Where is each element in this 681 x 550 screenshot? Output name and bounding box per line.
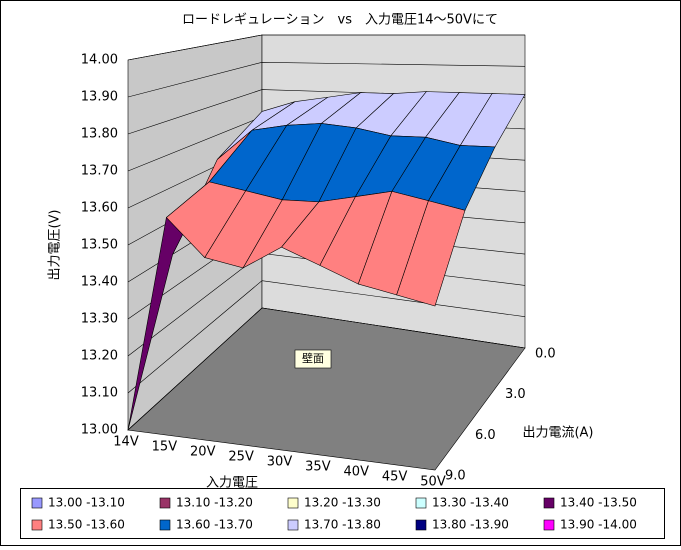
legend-swatch bbox=[543, 497, 555, 509]
x-tick-label: 45V bbox=[382, 470, 408, 485]
legend-swatch bbox=[543, 519, 555, 531]
legend-box bbox=[20, 488, 665, 539]
x-tick-label: 30V bbox=[267, 455, 293, 470]
z-tick-label: 13.20 bbox=[81, 349, 118, 364]
z-tick-label: 13.60 bbox=[81, 201, 118, 216]
z-tick-label: 13.50 bbox=[81, 238, 118, 253]
depth-tick-label: 0.0 bbox=[535, 347, 556, 362]
depth-tick-label: 6.0 bbox=[475, 428, 496, 443]
grid-line bbox=[127, 307, 526, 431]
surface-cell bbox=[396, 200, 466, 307]
y-axis-label: 出力電流(A) bbox=[522, 426, 593, 441]
z-axis-label: 出力電圧(V) bbox=[48, 209, 63, 280]
z-tick-label: 13.90 bbox=[81, 90, 118, 105]
legend-label: 13.60 -13.70 bbox=[176, 518, 253, 532]
z-tick-label: 13.80 bbox=[81, 127, 118, 142]
legend-swatch bbox=[159, 497, 171, 509]
x-tick-label: 20V bbox=[190, 445, 216, 460]
legend-swatch bbox=[287, 497, 299, 509]
legend-label: 13.90 -14.00 bbox=[560, 518, 637, 532]
legend-swatch bbox=[287, 519, 299, 531]
legend-label: 13.20 -13.30 bbox=[304, 496, 381, 510]
x-tick-label: 50V bbox=[420, 475, 446, 490]
x-tick-label: 40V bbox=[344, 465, 370, 480]
legend-swatch bbox=[415, 519, 427, 531]
depth-tick-label: 3.0 bbox=[505, 387, 526, 402]
legend-swatch bbox=[31, 497, 43, 509]
grid-line bbox=[127, 280, 526, 394]
legend-label: 13.50 -13.60 bbox=[48, 518, 125, 532]
chart-title: ロードレギュレーション vs 入力電圧14～50Vにて bbox=[182, 13, 498, 28]
z-tick-label: 13.30 bbox=[81, 312, 118, 327]
legend-label: 13.10 -13.20 bbox=[176, 496, 253, 510]
x-tick-label: 35V bbox=[305, 460, 331, 475]
grid-line bbox=[127, 61, 526, 98]
z-tick-label: 14.00 bbox=[81, 53, 118, 68]
grid-line bbox=[127, 34, 525, 61]
z-tick-label: 13.00 bbox=[81, 423, 118, 438]
legend-swatch bbox=[31, 519, 43, 531]
legend-label: 13.30 -13.40 bbox=[432, 496, 509, 510]
z-tick-label: 13.40 bbox=[81, 275, 118, 290]
x-axis-label: 入力電圧 bbox=[206, 476, 258, 491]
z-tick-label: 13.10 bbox=[81, 386, 118, 401]
x-tick-label: 15V bbox=[152, 440, 178, 455]
legend-swatch bbox=[159, 519, 171, 531]
wall-tooltip bbox=[294, 349, 332, 369]
legend-label: 13.40 -13.50 bbox=[560, 496, 637, 510]
z-tick-label: 13.70 bbox=[81, 164, 118, 179]
depth-tick-label: 9.0 bbox=[445, 469, 466, 484]
x-tick-label: 14V bbox=[113, 435, 139, 450]
wall-label: 壁面 bbox=[302, 351, 324, 365]
legend-label: 13.70 -13.80 bbox=[304, 518, 381, 532]
legend-label: 13.00 -13.10 bbox=[48, 496, 125, 510]
legend-label: 13.80 -13.90 bbox=[432, 518, 509, 532]
x-tick-label: 25V bbox=[228, 450, 254, 465]
legend-swatch bbox=[415, 497, 427, 509]
